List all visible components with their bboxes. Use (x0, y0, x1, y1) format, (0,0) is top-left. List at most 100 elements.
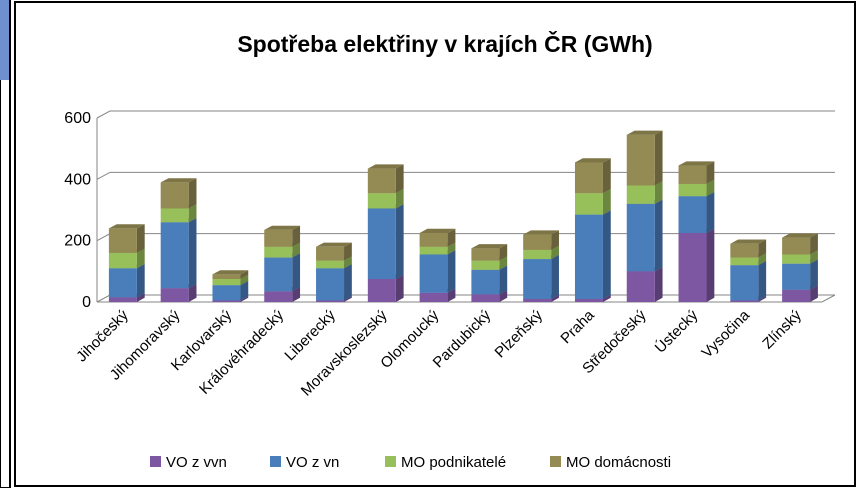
bar (316, 246, 345, 261)
bar-side (602, 210, 611, 299)
bar-top (730, 239, 767, 244)
bar (264, 257, 293, 292)
bar (678, 196, 707, 233)
bar-side (499, 265, 508, 295)
bar (523, 298, 552, 302)
bar-side (810, 259, 818, 290)
bar-side (551, 254, 559, 299)
bar-side (344, 296, 352, 302)
bar (626, 203, 655, 272)
bar-side (810, 250, 818, 264)
chart-title: Spotřeba elektřiny v krajích ČR (GWh) (237, 30, 652, 57)
y-tick-label: 200 (64, 233, 91, 250)
bar-side (292, 287, 301, 302)
bar-side (551, 294, 559, 302)
bar-side (292, 242, 301, 258)
bar (574, 298, 603, 302)
bar-side (136, 224, 145, 253)
bar-top (471, 244, 508, 249)
bar-side (447, 228, 456, 247)
bar-side (240, 296, 249, 302)
bar-top (108, 224, 145, 229)
legend-label: VO z vn (286, 454, 339, 471)
bar (523, 259, 552, 299)
bar (367, 168, 396, 194)
bar-side (706, 228, 715, 302)
bar (626, 271, 655, 302)
bar-side (706, 161, 715, 184)
bar (574, 193, 603, 215)
bar-top (626, 130, 663, 135)
bar (108, 252, 137, 269)
y-tick-label: 600 (64, 110, 91, 127)
bar-side (188, 178, 197, 209)
bar (523, 249, 552, 260)
bar (730, 257, 759, 266)
bar (471, 248, 500, 261)
legend-swatch (150, 456, 161, 467)
bar-side (292, 253, 301, 292)
bar-side (344, 256, 352, 269)
bar (471, 294, 500, 302)
bar (471, 260, 500, 270)
bar (367, 208, 396, 279)
bar (160, 182, 189, 209)
bar-side (240, 280, 249, 301)
bar-side (758, 239, 767, 258)
bar (678, 183, 707, 197)
bar-side (602, 294, 611, 302)
bar-side (810, 285, 818, 302)
legend-swatch (385, 456, 396, 467)
bar-side (654, 181, 663, 204)
bar-top (160, 178, 197, 183)
bar-side (654, 130, 663, 186)
bar-side (758, 296, 767, 302)
bar (419, 246, 448, 255)
y-tick-label: 0 (82, 294, 91, 311)
bar (419, 254, 448, 293)
bar (678, 233, 707, 302)
bar (264, 291, 293, 302)
bar-side (188, 218, 197, 289)
bar-side (447, 242, 456, 255)
bar-side (447, 250, 456, 293)
bar (523, 234, 552, 250)
bar (419, 292, 448, 302)
bar (316, 260, 345, 269)
y-tick-label: 400 (64, 171, 91, 188)
bar (316, 300, 345, 302)
bar-side (706, 192, 715, 233)
bar (316, 268, 345, 301)
bar (626, 185, 655, 204)
sheet-cell (0, 0, 9, 80)
bar (626, 134, 655, 186)
bar-top (316, 242, 352, 247)
legend-label: VO z vvn (166, 454, 227, 471)
bar (730, 265, 759, 301)
bar (108, 228, 137, 253)
bar-side (447, 288, 456, 302)
bar-side (240, 274, 249, 286)
bar-side (344, 264, 352, 301)
bar-side (810, 233, 818, 255)
bar-side (395, 204, 404, 279)
bar-side (136, 264, 145, 298)
bar (212, 274, 241, 279)
bar-side (395, 188, 404, 209)
bar (678, 165, 707, 184)
bar (782, 237, 811, 255)
bar (574, 162, 603, 194)
bar-top (212, 270, 249, 275)
bar-side (654, 267, 663, 302)
bar (108, 297, 137, 302)
bar (367, 193, 396, 209)
bar (212, 285, 241, 301)
bar-top (523, 230, 559, 235)
bar (160, 288, 189, 302)
bar (782, 263, 811, 290)
bar (212, 279, 241, 286)
grid-line (96, 110, 835, 119)
bar (108, 268, 137, 298)
